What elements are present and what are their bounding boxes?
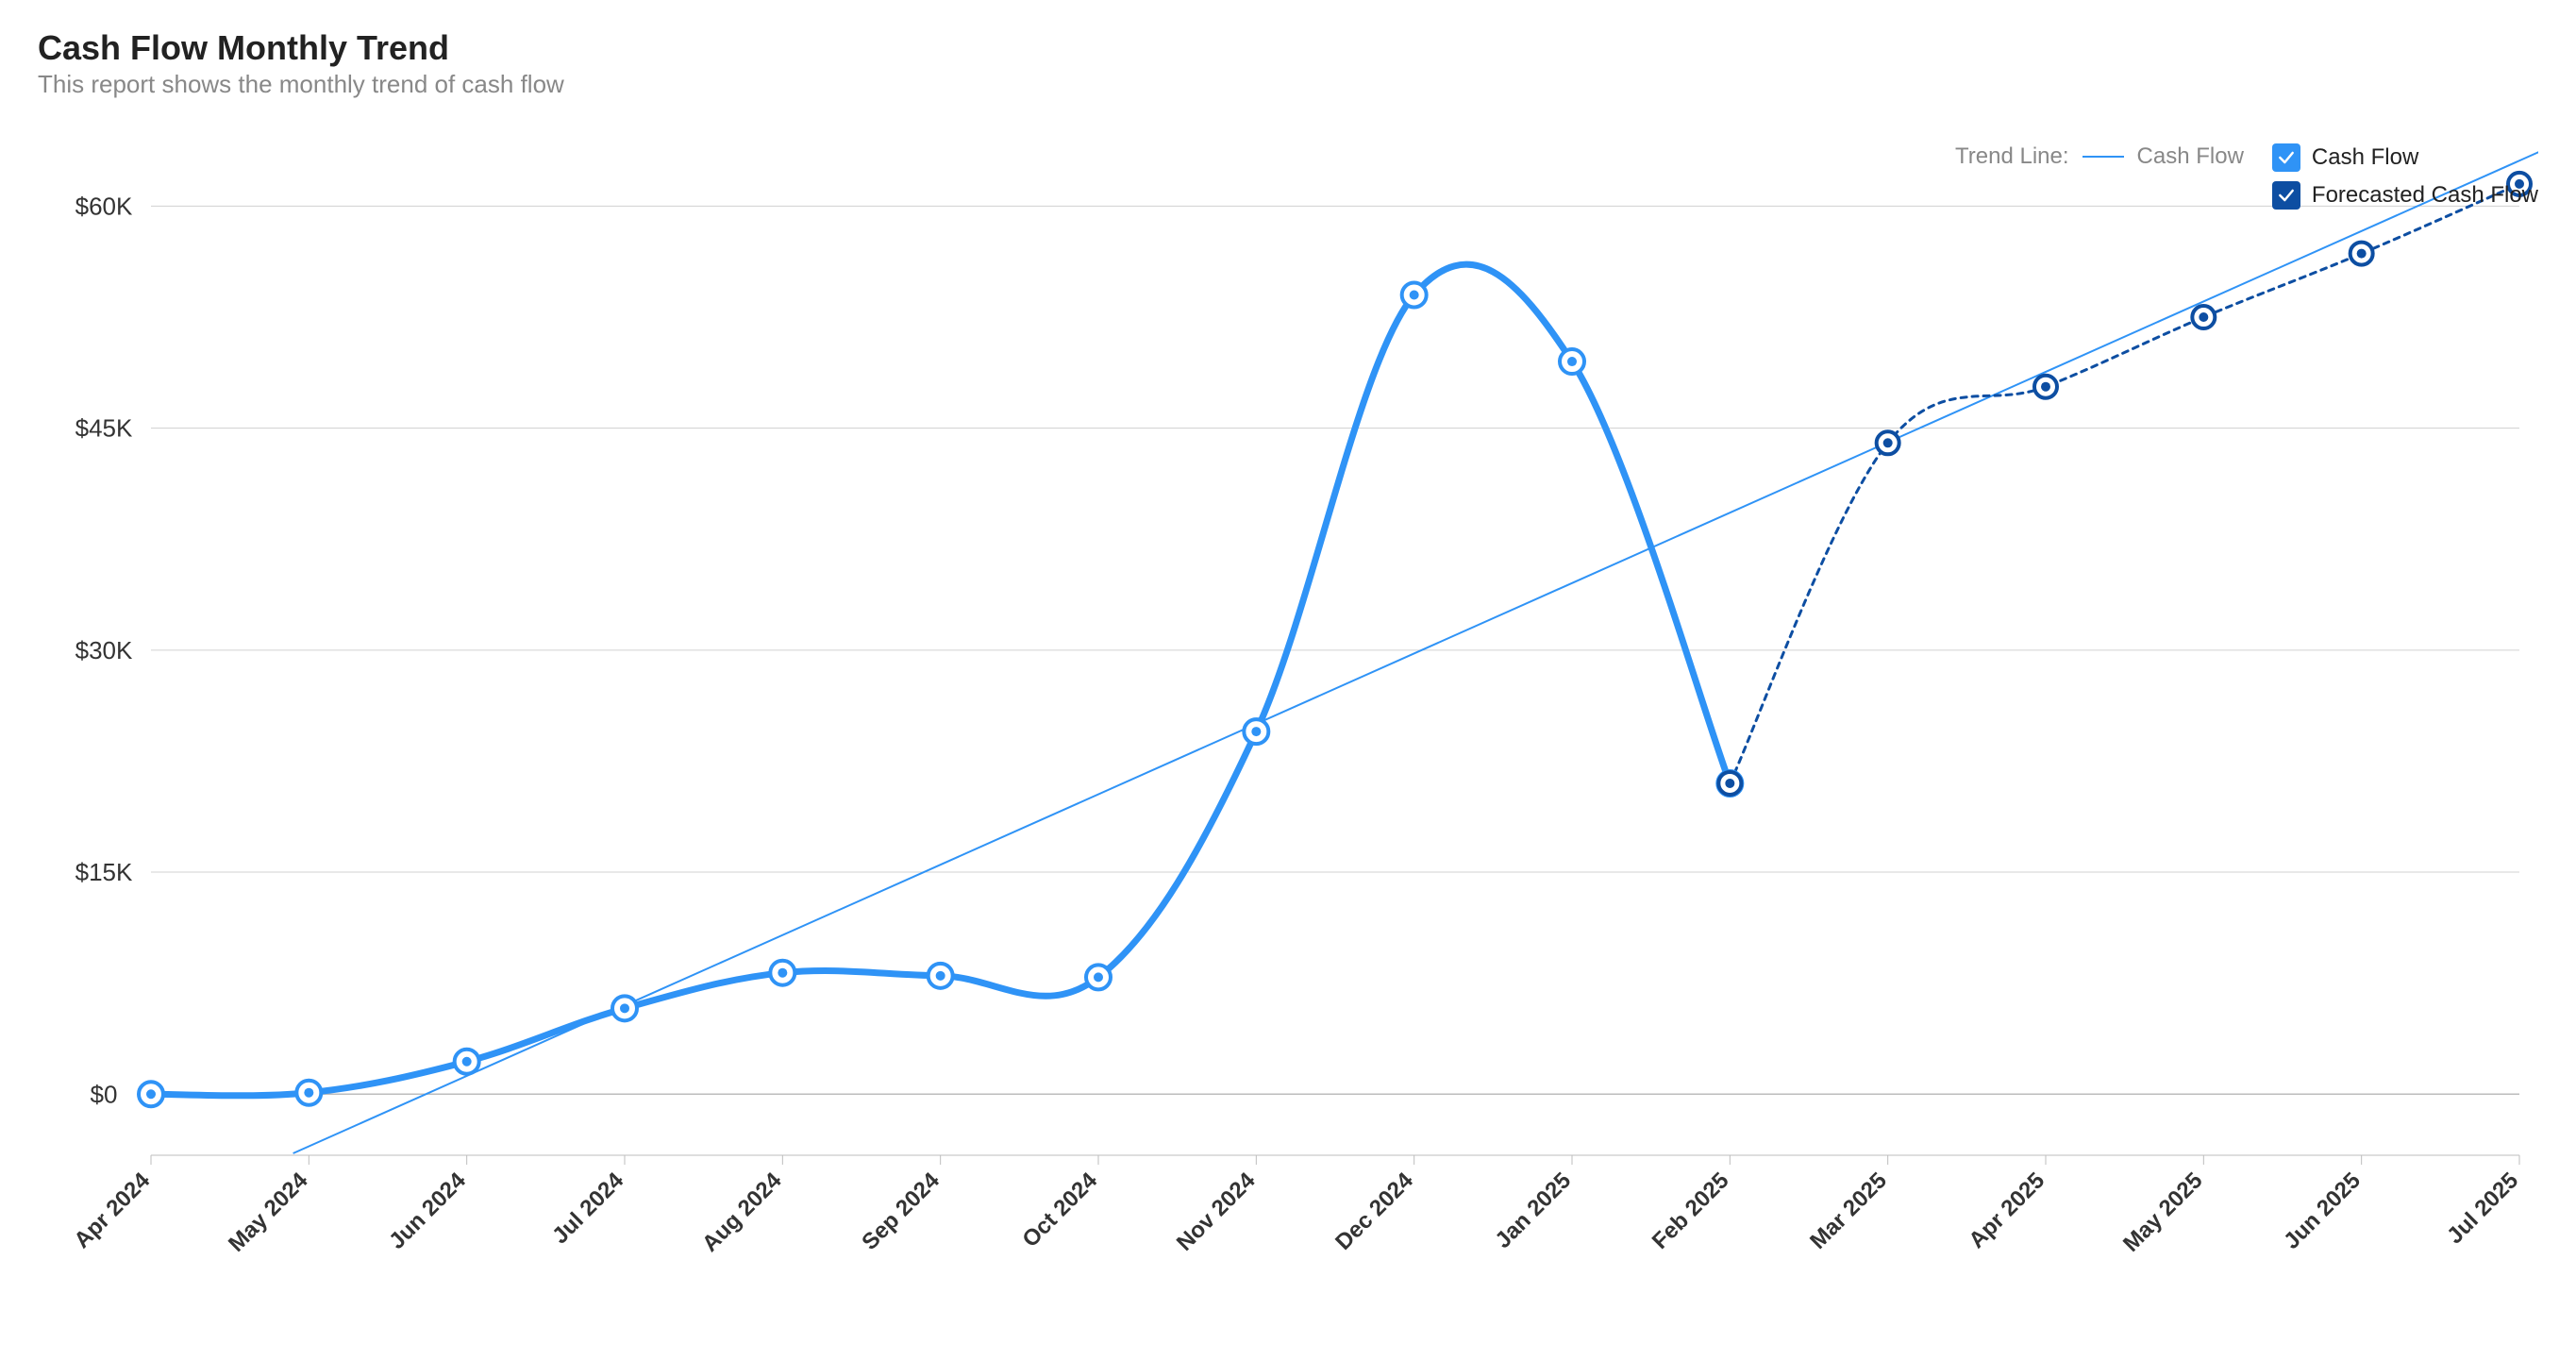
legend-trend-caption-group: Trend Line: Cash Flow	[1955, 143, 2244, 170]
y-tick-label: $30K	[75, 636, 133, 664]
x-tick-label: Jul 2025	[2442, 1168, 2523, 1249]
legend-item-label: Forecasted Cash Flow	[2312, 182, 2538, 209]
x-tick-label: Jun 2025	[2279, 1168, 2366, 1254]
x-tick-label: Mar 2025	[1805, 1168, 1892, 1254]
chart-svg: $0 $15K $30K $45K $60K Apr 2024 May 2024 Jun 20…	[38, 113, 2538, 1323]
data-point-marker-inner	[146, 1089, 156, 1099]
data-point-marker-inner	[936, 971, 945, 981]
data-point-marker-inner	[778, 968, 787, 978]
y-tick-label: $45K	[75, 414, 133, 443]
legend-checkbox[interactable]	[2272, 143, 2300, 172]
legend-trend-line-swatch	[2083, 156, 2124, 158]
data-point-marker-inner	[2199, 312, 2208, 322]
x-tick-label: Oct 2024	[1017, 1168, 1102, 1252]
x-tick-label: Jul 2024	[547, 1168, 629, 1250]
x-tick-label: May 2024	[224, 1168, 313, 1257]
legend-item: Cash Flow	[2272, 143, 2538, 172]
x-tick-label: Nov 2024	[1172, 1168, 1261, 1256]
chart-legend: Trend Line: Cash Flow Cash Flow Forecaste…	[1955, 143, 2538, 210]
x-tick-label: Jan 2025	[1490, 1168, 1576, 1253]
chart-area: Trend Line: Cash Flow Cash Flow Forecaste…	[38, 113, 2538, 1323]
y-tick-label: $0	[91, 1080, 118, 1108]
legend-trend-caption: Trend Line:	[1955, 143, 2069, 170]
data-point-marker-inner	[1410, 290, 1419, 299]
x-tick-label: Dec 2024	[1330, 1168, 1418, 1255]
data-point-marker-inner	[620, 1003, 629, 1013]
x-tick-label: Apr 2024	[69, 1168, 155, 1253]
data-point-marker-inner	[2357, 249, 2367, 259]
legend-series-list: Cash Flow Forecasted Cash Flow	[2272, 143, 2538, 210]
data-point-marker-inner	[1094, 972, 1103, 982]
legend-item-label: Cash Flow	[2312, 144, 2418, 171]
data-point-marker-inner	[304, 1088, 313, 1098]
x-tick-label: Feb 2025	[1648, 1168, 1734, 1254]
data-point-marker-inner	[2041, 382, 2050, 392]
x-tick-label: May 2025	[2118, 1168, 2208, 1257]
legend-trend-item-label: Cash Flow	[2137, 143, 2244, 170]
series-line	[1730, 184, 2519, 783]
x-tick-label: Apr 2025	[1964, 1168, 2049, 1253]
legend-item: Forecasted Cash Flow	[2272, 181, 2538, 210]
data-point-marker-inner	[462, 1057, 472, 1067]
data-point-marker-inner	[1567, 357, 1577, 366]
x-tick-label: Aug 2024	[697, 1168, 787, 1257]
check-icon	[2277, 148, 2296, 167]
page-title: Cash Flow Monthly Trend	[38, 28, 2538, 68]
check-icon	[2277, 186, 2296, 205]
data-point-marker-inner	[1251, 727, 1261, 736]
x-tick-label: Jun 2024	[384, 1168, 471, 1254]
y-tick-label: $15K	[75, 858, 133, 886]
data-point-marker-inner	[1883, 438, 1893, 447]
page-subtitle: This report shows the monthly trend of c…	[38, 70, 2538, 99]
data-point-marker-inner	[1725, 779, 1734, 788]
y-tick-label: $60K	[75, 192, 133, 220]
report-container: Cash Flow Monthly Trend This report show…	[0, 0, 2576, 1361]
legend-checkbox[interactable]	[2272, 181, 2300, 210]
x-tick-label: Sep 2024	[857, 1168, 945, 1255]
